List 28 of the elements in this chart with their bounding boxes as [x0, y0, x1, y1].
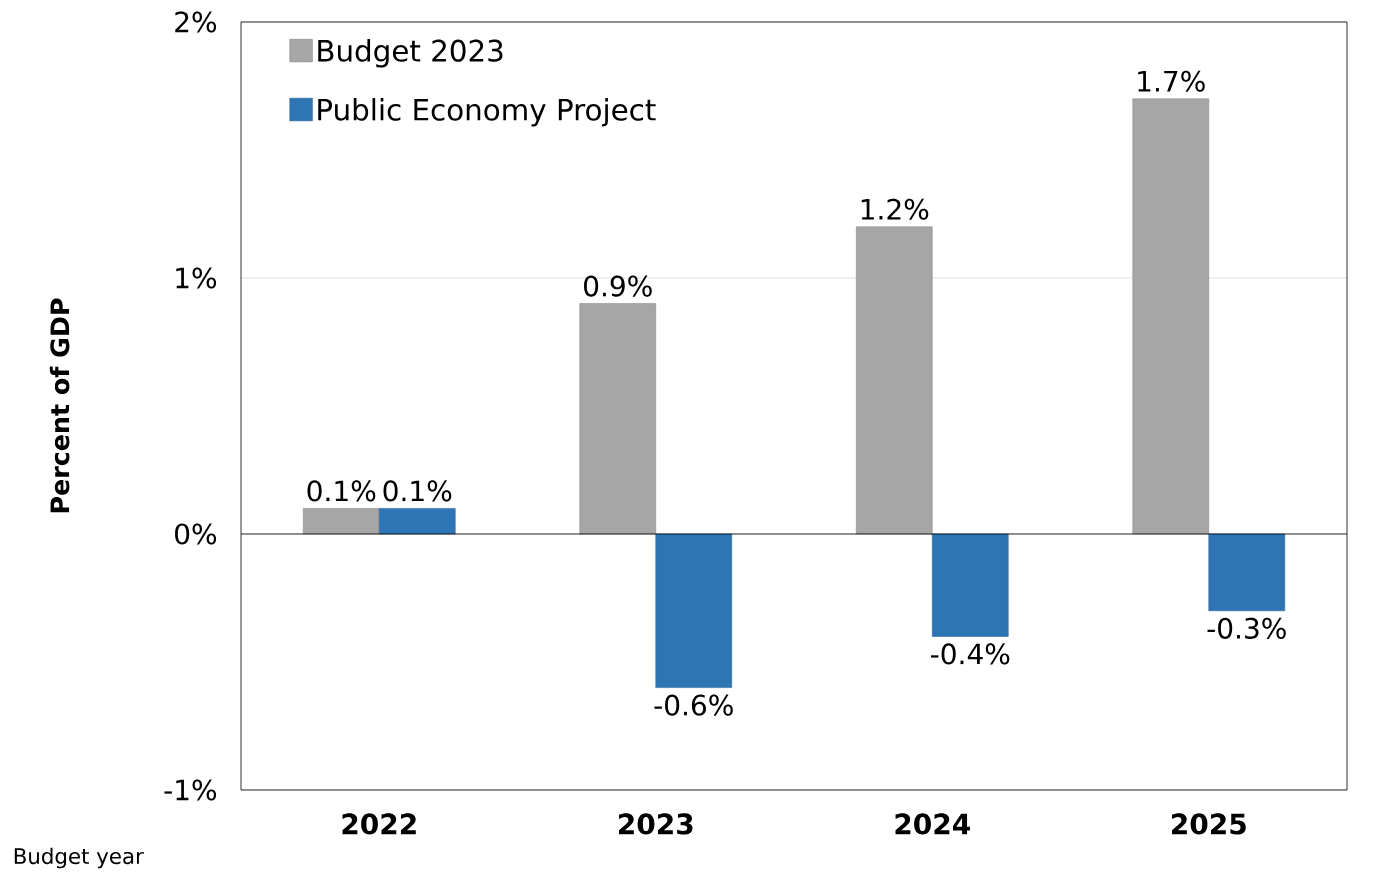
bar [855, 226, 933, 535]
bar [655, 533, 733, 688]
text: Budget year [14, 847, 144, 869]
legend-label: Budget 2023 [318, 39, 503, 68]
bar [378, 508, 456, 535]
x-tick-label: 2025 [1172, 813, 1246, 835]
data-label: -0.6% [654, 694, 733, 716]
x-tick-label: 2023 [619, 813, 693, 835]
y-tick-label: 2% [175, 11, 217, 33]
data-label: -0.3% [1207, 617, 1286, 639]
legend-label: Public Economy Project [318, 98, 656, 127]
data-label: 0.1% [307, 480, 376, 502]
x-tick-label: 2022 [342, 813, 416, 835]
bar [931, 533, 1009, 637]
data-label: 0.1% [383, 480, 452, 502]
x-tick-label: 2024 [895, 813, 970, 835]
bar [1208, 533, 1286, 612]
bar [1132, 98, 1210, 535]
data-label: 1.7% [1138, 70, 1205, 92]
y-tick-label: 1% [176, 267, 217, 289]
bar [302, 508, 380, 535]
y-axis-title: Percent of GDP [49, 298, 70, 513]
y-tick-label: -1% [164, 779, 217, 801]
bar [579, 303, 657, 535]
y-tick-label: 0% [175, 523, 217, 545]
data-label: 1.2% [861, 198, 929, 220]
data-label: -0.4% [930, 643, 1010, 665]
data-label: 0.9% [584, 275, 652, 297]
